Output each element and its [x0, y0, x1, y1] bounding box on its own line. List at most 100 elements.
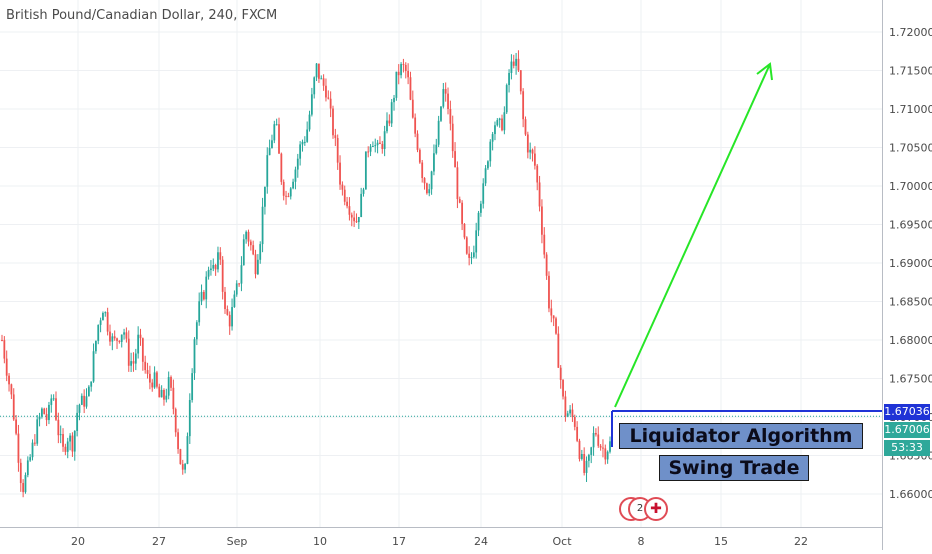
- candle-body: [566, 413, 569, 417]
- event-badge-gb[interactable]: ✚: [644, 497, 668, 521]
- x-tick-label: 17: [392, 535, 406, 548]
- candle-body: [449, 109, 452, 124]
- candle-body: [595, 432, 597, 435]
- annotation-swing-trade[interactable]: Swing Trade: [659, 455, 809, 481]
- candle-body: [475, 230, 478, 253]
- candle-body: [369, 146, 372, 152]
- candle-body: [69, 435, 71, 442]
- candle-body: [210, 268, 212, 270]
- annotation-liquidator[interactable]: Liquidator Algorithm: [619, 423, 863, 449]
- x-tick-label: 10: [313, 535, 327, 548]
- candle-body: [280, 153, 283, 182]
- candle-body: [148, 373, 151, 383]
- candle-body: [146, 370, 149, 374]
- candle-body: [587, 454, 590, 461]
- candle-body: [125, 332, 128, 339]
- candle-body: [12, 394, 15, 420]
- candle-body: [515, 58, 518, 66]
- y-tick-label: 1.69500: [889, 219, 932, 232]
- candle-body: [315, 63, 318, 78]
- candle-body: [92, 351, 95, 382]
- candle-body: [482, 183, 485, 204]
- candle-body: [310, 94, 313, 115]
- candle-body: [73, 430, 76, 452]
- candle-body: [5, 358, 8, 376]
- candle-body: [10, 384, 13, 395]
- candle-body: [214, 264, 217, 270]
- candle-body: [245, 231, 248, 240]
- candle-body: [458, 199, 461, 203]
- candle-body: [329, 98, 332, 109]
- candle-body: [55, 398, 57, 420]
- candle-body: [1, 340, 3, 341]
- candle-body: [62, 434, 64, 447]
- candle-body: [374, 145, 377, 147]
- last-price-tag: 1.67036: [884, 404, 930, 420]
- candle-body: [278, 124, 280, 154]
- candle-body: [275, 124, 278, 126]
- candle-body: [174, 409, 177, 433]
- candle-body: [538, 182, 541, 207]
- candle-body: [508, 72, 510, 86]
- candle-body: [327, 97, 330, 99]
- candle-body: [254, 254, 257, 275]
- candle-body: [195, 322, 198, 340]
- candle-body: [50, 398, 53, 405]
- candle-body: [116, 338, 118, 341]
- candle-body: [498, 118, 501, 121]
- candle-body: [287, 196, 290, 198]
- candle-body: [308, 114, 311, 130]
- candle-body: [501, 118, 503, 131]
- candle-body: [172, 387, 175, 410]
- candle-body: [341, 184, 344, 190]
- candle-body: [156, 372, 158, 387]
- candle-body: [249, 241, 252, 246]
- candle-body: [97, 324, 100, 341]
- trend-arrow-head: [756, 62, 773, 81]
- candle-body: [59, 434, 62, 436]
- candle-body: [414, 117, 417, 134]
- candle-body: [397, 71, 400, 76]
- y-tick-label: 1.71500: [889, 65, 932, 78]
- candle-body: [318, 63, 320, 79]
- candle-body: [428, 189, 431, 194]
- candle-body: [444, 89, 447, 94]
- candle-body: [395, 71, 398, 98]
- candle-body: [113, 336, 116, 339]
- candle-body: [151, 382, 154, 388]
- candle-body: [36, 419, 39, 444]
- trend-arrow-line: [614, 63, 771, 408]
- candle-body: [132, 361, 135, 364]
- candle-body: [141, 338, 144, 362]
- candle-body: [362, 189, 365, 194]
- candle-body: [285, 195, 287, 197]
- candle-body: [411, 99, 414, 118]
- candle-body: [559, 367, 562, 380]
- candle-body: [334, 135, 337, 139]
- candle-body: [543, 234, 546, 255]
- candle-body: [17, 433, 20, 463]
- candle-body: [127, 338, 130, 366]
- candle-body: [233, 294, 236, 308]
- candle-body: [576, 426, 579, 441]
- candle-body: [343, 189, 346, 202]
- candle-body: [299, 144, 302, 159]
- candle-body: [184, 463, 187, 470]
- candle-body: [296, 158, 299, 170]
- candle-body: [292, 181, 294, 189]
- candle-body: [139, 334, 142, 339]
- candle-body: [144, 361, 147, 371]
- candle-body: [212, 264, 215, 269]
- candle-body: [400, 64, 402, 76]
- candle-body: [390, 102, 393, 124]
- candle-body: [256, 259, 259, 275]
- y-tick-label: 1.70500: [889, 142, 932, 155]
- candle-body: [33, 442, 36, 444]
- candle-body: [52, 398, 55, 400]
- candle-body: [531, 149, 534, 154]
- candle-body: [402, 64, 405, 66]
- candle-body: [120, 334, 123, 342]
- candle-body: [489, 141, 492, 162]
- candle-body: [550, 308, 553, 316]
- candle-body: [191, 373, 194, 401]
